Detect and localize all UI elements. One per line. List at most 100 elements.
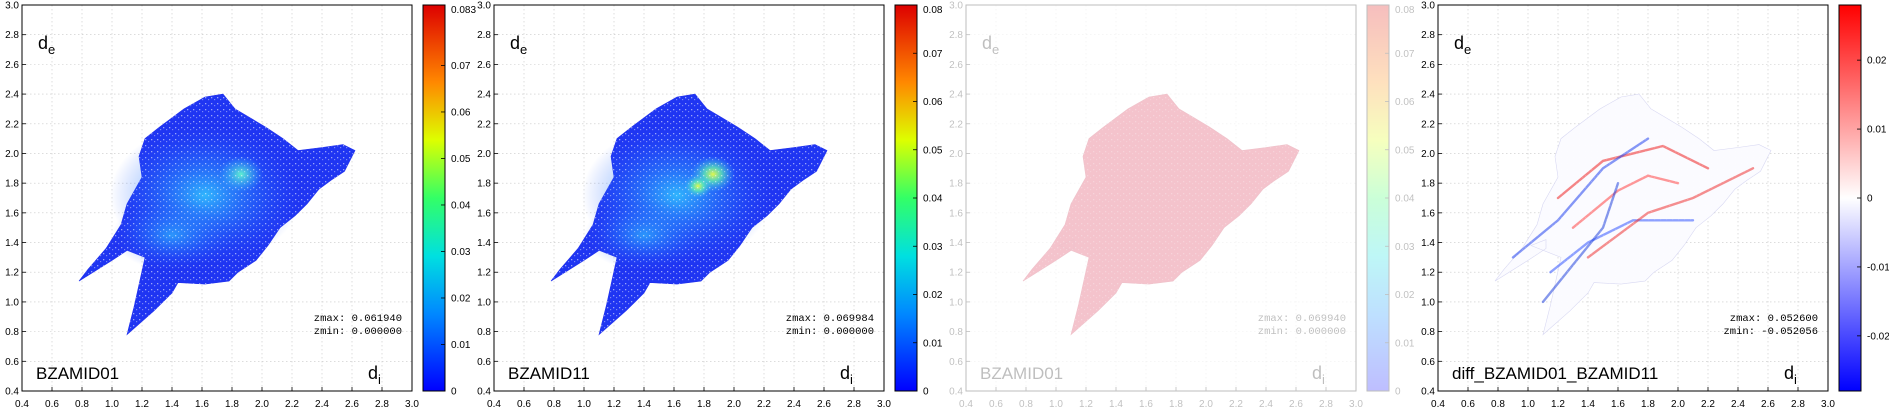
colorbar-tick-label: 0.04 [451, 200, 471, 211]
y-tick-label: 0.6 [949, 357, 963, 368]
y-tick-label: 2.4 [477, 90, 491, 101]
x-tick-label: 1.8 [697, 399, 711, 410]
y-tick-label: 1.4 [5, 238, 19, 249]
y-tick-label: 1.8 [1421, 179, 1435, 190]
x-tick-label: 0.6 [45, 399, 59, 410]
x-axis-label: di [840, 363, 853, 387]
colorbar-tick-label: 0.07 [451, 61, 471, 72]
x-tick-label: 2.2 [1229, 399, 1243, 410]
chart-panel-1: 0.4 0.6 0.8 1.0 1.2 1.4 1.6 1.8 2.0 2.2 2.4 2.6 2.8 3… [5, 1, 476, 411]
x-tick-label: 0.4 [959, 399, 973, 410]
y-tick-label: 2.8 [477, 30, 491, 41]
x-tick-label: 2.0 [1671, 399, 1685, 410]
x-tick-label: 2.2 [1701, 399, 1715, 410]
x-tick-label: 2.8 [375, 399, 389, 410]
zmax-readout: zmax: 0.069984 [786, 313, 874, 325]
colorbar-tick-label: 0.01 [1867, 125, 1887, 136]
colorbar-tick-label: 0 [923, 387, 929, 398]
colorbar-tick-label: 0.06 [1395, 97, 1415, 108]
x-tick-label: 1.6 [195, 399, 209, 410]
y-tick-label: 0.4 [1421, 387, 1435, 398]
plot-frame [1437, 4, 1829, 392]
colorbar-tick-label: 0.08 [923, 5, 943, 16]
y-tick-label: 2.6 [1421, 60, 1435, 71]
x-tick-label: 1.4 [637, 399, 651, 410]
x-tick-label: 1.0 [577, 399, 591, 410]
colorbar-tick-label: -0.01 [1867, 262, 1889, 273]
colorbar-tick-label: 0.03 [923, 242, 943, 253]
x-tick-label: 2.2 [285, 399, 299, 410]
x-tick-label: 0.4 [1431, 399, 1445, 410]
dataset-name: BZAMID01 [36, 364, 119, 383]
y-tick-label: 1.6 [477, 208, 491, 219]
x-tick-label: 2.6 [1289, 399, 1303, 410]
colorbar-tick-label: 0.05 [923, 145, 943, 156]
y-tick-label: 2.4 [949, 90, 963, 101]
x-tick-label: 2.4 [787, 399, 801, 410]
colorbar-tick-label: 0.03 [451, 247, 471, 258]
heatmap-blob [1494, 93, 1772, 336]
y-tick-label: 2.4 [5, 90, 19, 101]
y-tick-label: 0.8 [477, 327, 491, 338]
colorbar-tick-label: 0.01 [1395, 338, 1415, 349]
x-tick-label: 3.0 [1821, 399, 1835, 410]
plot-frame [965, 4, 1357, 392]
y-tick-label: 0.8 [949, 327, 963, 338]
x-axis-label: di [1312, 363, 1325, 387]
chart-panel-4: 0.4 0.6 0.8 1.0 1.2 1.4 1.6 1.8 2.0 2.2 2.4 2.6 2.8 3… [1421, 1, 1889, 411]
x-tick-label: 2.6 [1761, 399, 1775, 410]
y-tick-label: 1.8 [477, 179, 491, 190]
dataset-name: BZAMID01 [980, 364, 1063, 383]
y-tick-label: 2.8 [5, 30, 19, 41]
colorbar-tick-label: 0.02 [923, 290, 943, 301]
chart-panel-3: 0.4 0.6 0.8 1.0 1.2 1.4 1.6 1.8 2.0 2.2 2.4 2.6 2.8 3… [949, 1, 1415, 411]
colorbar-tick-label: 0.04 [1395, 194, 1415, 205]
y-tick-label: 2.0 [477, 149, 491, 160]
y-tick-label: 2.6 [477, 60, 491, 71]
x-tick-label: 0.8 [1491, 399, 1505, 410]
y-tick-label: 1.6 [949, 208, 963, 219]
x-tick-label: 1.0 [105, 399, 119, 410]
x-tick-label: 1.4 [165, 399, 179, 410]
zmin-readout: zmin: 0.000000 [1258, 326, 1346, 338]
colorbar-tick-label: 0.08 [1395, 5, 1415, 16]
y-tick-label: 3.0 [5, 1, 19, 12]
x-tick-label: 1.6 [1611, 399, 1625, 410]
y-tick-label: 1.6 [1421, 208, 1435, 219]
dataset-name: BZAMID11 [508, 364, 590, 383]
x-tick-label: 2.0 [727, 399, 741, 410]
colorbar-tick-label: 0.07 [923, 49, 943, 60]
y-tick-label: 0.4 [477, 387, 491, 398]
plot-frame [21, 4, 413, 392]
colorbar-tick-label: 0.02 [1395, 290, 1415, 301]
y-tick-label: 1.4 [477, 238, 491, 249]
x-tick-label: 1.8 [1169, 399, 1183, 410]
x-tick-label: 1.6 [1139, 399, 1153, 410]
y-tick-label: 2.0 [1421, 149, 1435, 160]
y-tick-label: 1.8 [949, 179, 963, 190]
zmax-readout: zmax: 0.052600 [1730, 313, 1818, 325]
y-tick-label: 2.2 [5, 119, 19, 130]
y-tick-label: 0.6 [477, 357, 491, 368]
x-tick-label: 0.4 [487, 399, 501, 410]
y-tick-label: 3.0 [1421, 1, 1435, 12]
colorbar [422, 4, 446, 392]
x-tick-label: 2.4 [315, 399, 329, 410]
colorbar-tick-label: 0 [1395, 387, 1401, 398]
x-tick-label: 0.8 [1019, 399, 1033, 410]
x-tick-label: 2.6 [345, 399, 359, 410]
zmin-readout: zmin: -0.052056 [1723, 326, 1818, 338]
colorbar-tick-label: 0.04 [923, 194, 943, 205]
colorbar-tick-label: 0.07 [1395, 49, 1415, 60]
y-tick-label: 1.2 [5, 268, 19, 279]
x-tick-label: 0.6 [517, 399, 531, 410]
colorbar-tick-label: 0.03 [1395, 242, 1415, 253]
colorbar-tick-label: 0 [451, 387, 457, 398]
y-tick-label: 2.4 [1421, 90, 1435, 101]
y-tick-label: 2.2 [949, 119, 963, 130]
x-tick-label: 2.8 [847, 399, 861, 410]
zmax-readout: zmax: 0.069940 [1258, 313, 1346, 325]
x-tick-label: 3.0 [1349, 399, 1363, 410]
y-tick-label: 2.0 [949, 149, 963, 160]
y-tick-label: 0.8 [1421, 327, 1435, 338]
